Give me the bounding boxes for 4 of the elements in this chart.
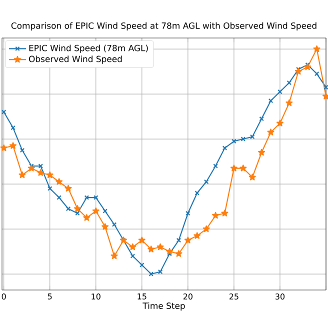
legend-label: Observed Wind Speed xyxy=(28,56,122,64)
legend-label: EPIC Wind Speed (78m AGL) xyxy=(29,44,148,53)
chart-title: Comparison of EPIC Wind Speed at 78m AGL with Observed Wind Speed xyxy=(11,22,316,30)
x-axis-title: Time Step xyxy=(142,302,185,311)
